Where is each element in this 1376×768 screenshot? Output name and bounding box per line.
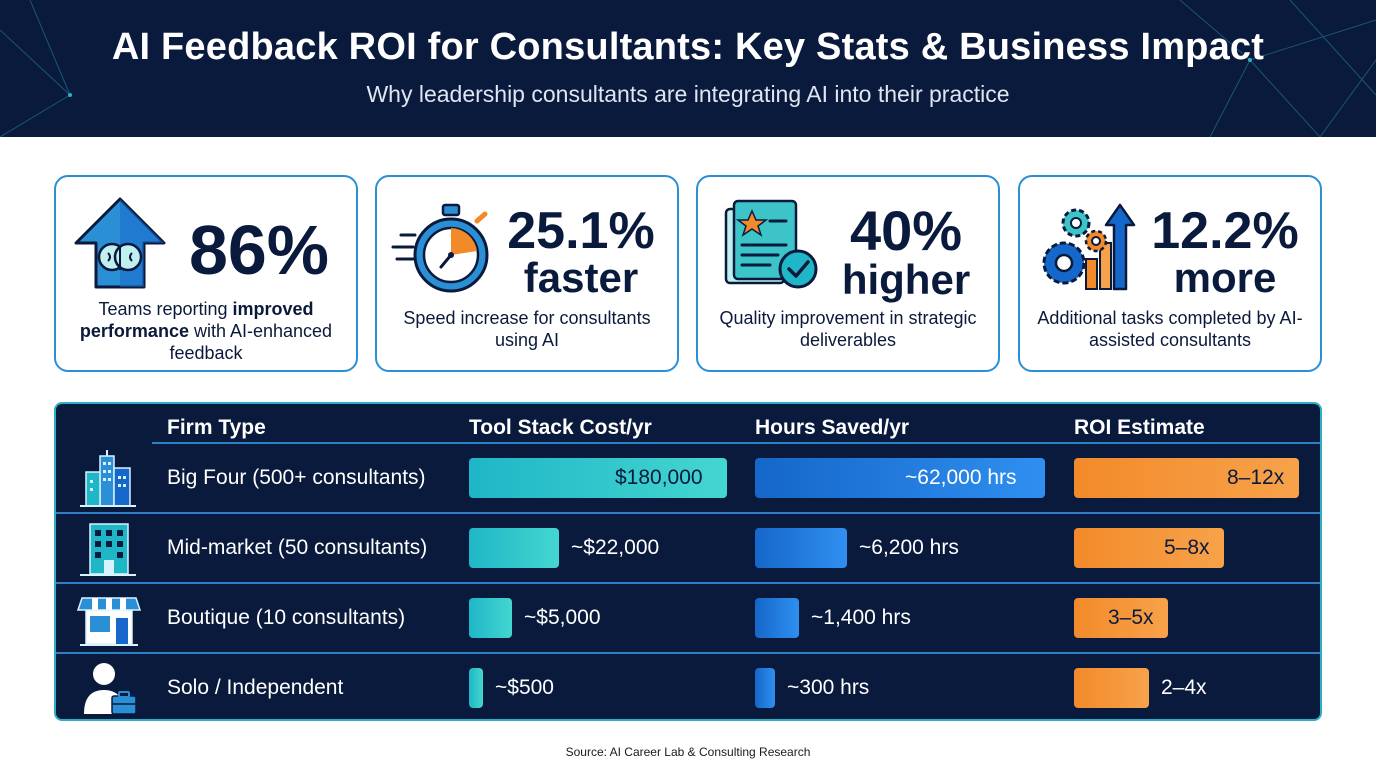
roi-bar bbox=[1074, 528, 1224, 568]
stat-card-speed: 25.1% faster Speed increase for consulta… bbox=[375, 175, 679, 372]
stat-card-quality: 40% higher Quality improvement in strate… bbox=[696, 175, 1000, 372]
hours-value: ~6,200 hrs bbox=[859, 536, 959, 559]
cost-bar bbox=[469, 528, 559, 568]
roi-value: 3–5x bbox=[1108, 606, 1154, 629]
network-lines-decoration bbox=[0, 0, 1376, 137]
firm-type-label: Mid-market (50 consultants) bbox=[167, 536, 428, 559]
stat-unit: faster bbox=[523, 254, 639, 301]
page-subtitle: Why leadership consultants are integrati… bbox=[366, 81, 1010, 107]
stat-value: 12.2% bbox=[1151, 202, 1299, 260]
stat-description: Quality improvement in strategic deliver… bbox=[719, 308, 977, 350]
cost-value: ~$5,000 bbox=[524, 606, 601, 629]
office-building-icon bbox=[74, 520, 144, 578]
stat-unit: more bbox=[1173, 254, 1277, 301]
stat-card-performance: 86% Teams reporting improved performance… bbox=[54, 175, 358, 372]
page-title: AI Feedback ROI for Consultants: Key Sta… bbox=[111, 26, 1265, 68]
header-banner: AI Feedback ROI for Consultants: Key Sta… bbox=[0, 0, 1376, 137]
skyscraper-icon bbox=[74, 450, 144, 508]
source-note: Source: AI Career Lab & Consulting Resea… bbox=[565, 745, 811, 759]
hours-bar bbox=[755, 598, 799, 638]
document-check-icon bbox=[724, 199, 818, 289]
cost-value: ~$500 bbox=[495, 676, 554, 699]
table-row: Boutique (10 consultants) ~$5,000 ~1,400 h… bbox=[56, 584, 1320, 652]
roi-value: 5–8x bbox=[1164, 536, 1210, 559]
firm-type-label: Solo / Independent bbox=[167, 676, 344, 699]
roi-bar bbox=[1074, 668, 1149, 708]
table-row: Solo / Independent ~$500 ~300 hrs 2–4x bbox=[56, 654, 1320, 719]
cost-bar bbox=[469, 668, 483, 708]
storefront-icon bbox=[74, 590, 144, 648]
roi-value: 8–12x bbox=[1227, 466, 1285, 489]
header-divider bbox=[152, 442, 1320, 444]
roi-value: 2–4x bbox=[1161, 676, 1207, 699]
cost-bar bbox=[469, 598, 512, 638]
cost-bar bbox=[469, 458, 727, 498]
hours-bar bbox=[755, 668, 775, 708]
hours-bar bbox=[755, 458, 1045, 498]
table-row: Big Four (500+ consultants) $180,000 ~62,0… bbox=[56, 444, 1320, 512]
cost-value: ~$22,000 bbox=[571, 536, 660, 559]
column-header-hours-saved: Hours Saved/yr bbox=[755, 416, 910, 439]
cost-value: $180,000 bbox=[615, 466, 703, 489]
roi-bar bbox=[1074, 458, 1299, 498]
firm-type-label: Boutique (10 consultants) bbox=[167, 606, 406, 629]
column-header-tool-cost: Tool Stack Cost/yr bbox=[469, 416, 652, 439]
row-divider bbox=[56, 652, 1320, 654]
stat-card-tasks: 12.2% more Additional tasks completed by… bbox=[1018, 175, 1322, 372]
hours-value: ~1,400 hrs bbox=[811, 606, 911, 629]
stat-description: Speed increase for consultants using AI bbox=[403, 308, 651, 350]
column-header-roi-estimate: ROI Estimate bbox=[1074, 416, 1205, 439]
hours-value: ~62,000 hrs bbox=[905, 466, 1017, 489]
stopwatch-icon bbox=[391, 203, 489, 293]
gears-growth-icon bbox=[1042, 203, 1136, 291]
roi-bar bbox=[1074, 598, 1168, 638]
column-header-firm-type: Firm Type bbox=[167, 416, 266, 439]
person-briefcase-icon bbox=[74, 660, 144, 718]
roi-table: Firm Type Tool Stack Cost/yr Hours Saved… bbox=[54, 402, 1322, 721]
hours-bar bbox=[755, 528, 847, 568]
row-divider bbox=[56, 512, 1320, 514]
stat-description: Additional tasks completed by AI-assiste… bbox=[1037, 308, 1303, 350]
stat-unit: higher bbox=[841, 256, 971, 303]
hours-value: ~300 hrs bbox=[787, 676, 870, 699]
stat-value: 86% bbox=[188, 211, 330, 289]
table-row: Mid-market (50 consultants) ~$22,000 ~6,20… bbox=[56, 514, 1320, 582]
firm-type-label: Big Four (500+ consultants) bbox=[167, 466, 426, 489]
row-divider bbox=[56, 582, 1320, 584]
stat-description: Teams reporting improved performance wit… bbox=[79, 299, 333, 363]
stat-value: 25.1% bbox=[507, 202, 655, 260]
stat-value: 40% bbox=[849, 199, 963, 262]
brain-arrow-icon bbox=[74, 197, 166, 289]
